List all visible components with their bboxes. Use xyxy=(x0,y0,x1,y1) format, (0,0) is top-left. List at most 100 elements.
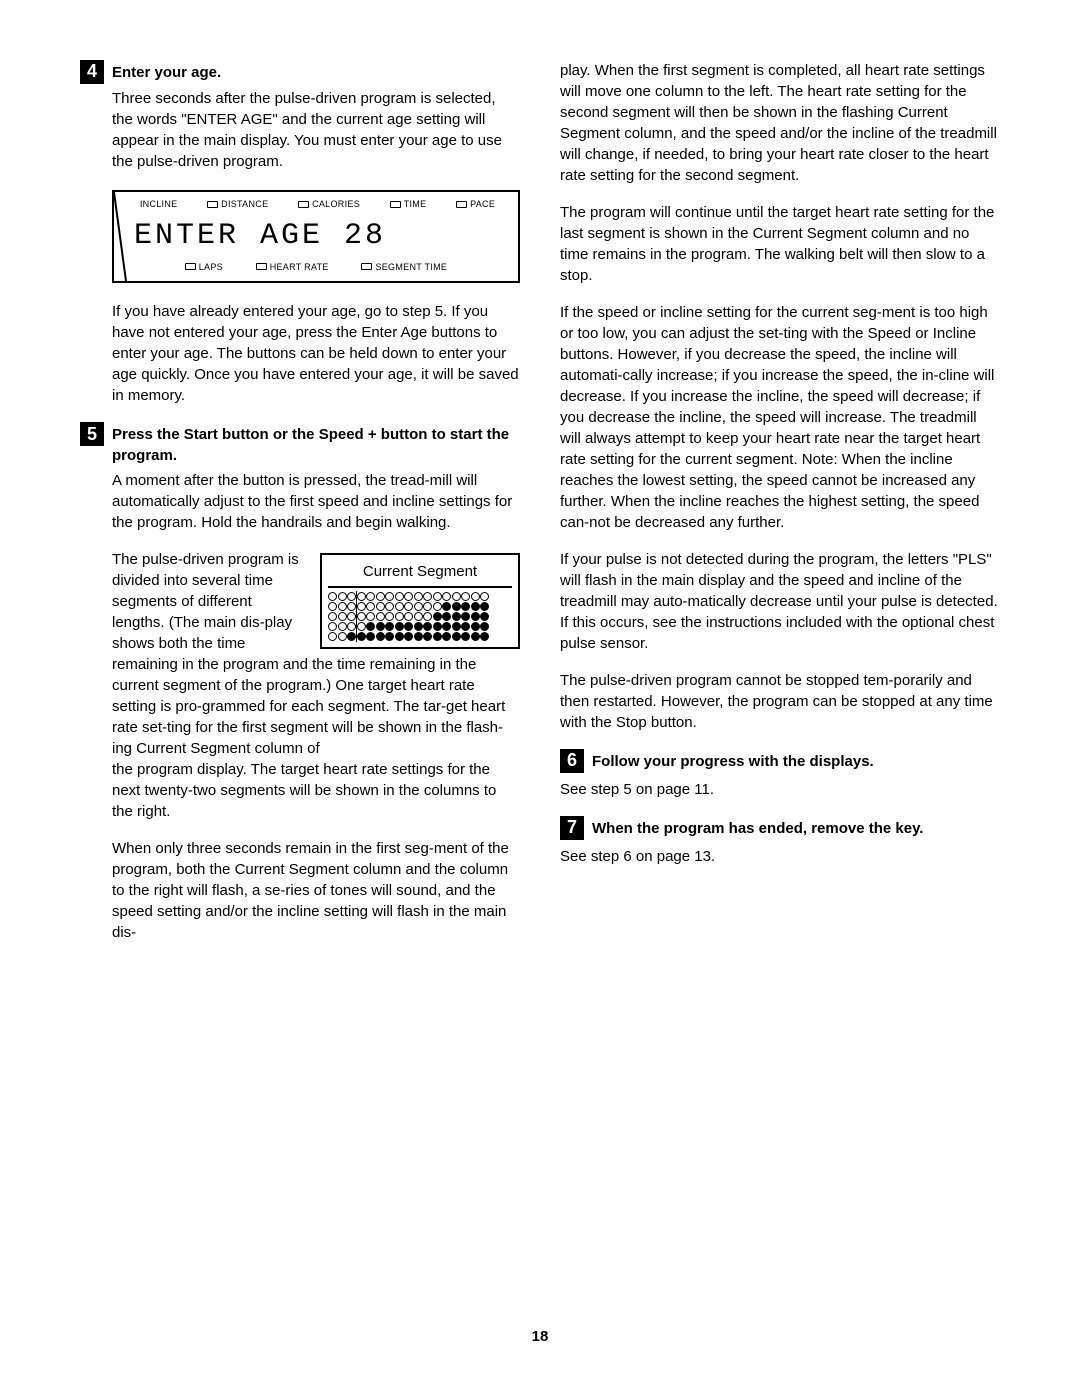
step-5-wrap-block: Current Segment The pulse-driven program… xyxy=(112,549,520,759)
step-7-title: When the program has ended, remove the k… xyxy=(592,816,923,839)
step-6-header: 6 Follow your progress with the displays… xyxy=(560,749,1000,773)
segment-dot-grid xyxy=(328,592,512,641)
lcd-bottom-row: LAPS HEART RATE SEGMENT TIME xyxy=(122,261,510,274)
segment-dot xyxy=(452,602,461,611)
segment-dot xyxy=(423,602,432,611)
segment-dot xyxy=(385,622,394,631)
page-columns: 4 Enter your age. Three seconds after th… xyxy=(80,60,1000,943)
step-4-p2: If you have already entered your age, go… xyxy=(112,301,520,406)
left-column: 4 Enter your age. Three seconds after th… xyxy=(80,60,520,943)
lcd-top-row: INCLINE DISTANCE CALORIES TIME PACE xyxy=(122,198,510,211)
segment-dot xyxy=(404,632,413,641)
segment-row xyxy=(328,622,512,631)
segment-dot xyxy=(480,632,489,641)
segment-dot xyxy=(461,622,470,631)
segment-dot xyxy=(480,622,489,631)
segment-dot xyxy=(338,592,347,601)
segment-row xyxy=(328,602,512,611)
segment-dot xyxy=(338,612,347,621)
segment-dot xyxy=(338,622,347,631)
lcd-label-segtime: SEGMENT TIME xyxy=(361,261,447,274)
segment-dot xyxy=(433,632,442,641)
segment-dot xyxy=(452,632,461,641)
segment-dot xyxy=(471,622,480,631)
segment-dot xyxy=(423,612,432,621)
step-number-4: 4 xyxy=(80,60,104,84)
segment-dot xyxy=(433,612,442,621)
segment-row xyxy=(328,632,512,641)
segment-dot xyxy=(347,602,356,611)
lcd-label-time: TIME xyxy=(390,198,427,211)
segment-dot xyxy=(366,622,375,631)
page-number: 18 xyxy=(532,1326,549,1347)
step-5-r3: If the speed or incline setting for the … xyxy=(560,302,1000,533)
segment-dot xyxy=(471,632,480,641)
segment-dot xyxy=(328,632,337,641)
step-4-content: Three seconds after the pulse-driven pro… xyxy=(112,88,520,406)
segment-dot xyxy=(442,612,451,621)
segment-dot xyxy=(452,592,461,601)
step-5-p2b: the program display. The target heart ra… xyxy=(112,759,520,822)
step-4-p1: Three seconds after the pulse-driven pro… xyxy=(112,88,520,172)
segment-row xyxy=(328,592,512,601)
lcd-main-text: ENTER AGE 28 xyxy=(122,211,510,261)
step-5-header: 5 Press the Start button or the Speed + … xyxy=(80,422,520,466)
segment-dot xyxy=(395,622,404,631)
segment-dot xyxy=(376,622,385,631)
segment-display-title: Current Segment xyxy=(328,559,512,588)
segment-dot xyxy=(347,632,356,641)
segment-dot xyxy=(338,602,347,611)
lcd-label-laps: LAPS xyxy=(185,261,223,274)
segment-dot xyxy=(471,602,480,611)
step-7-p1: See step 6 on page 13. xyxy=(560,846,1000,867)
segment-dot xyxy=(404,622,413,631)
segment-dot xyxy=(357,622,366,631)
segment-dot xyxy=(395,612,404,621)
step-5-content: A moment after the button is pressed, th… xyxy=(112,470,520,943)
segment-dot xyxy=(366,612,375,621)
segment-dot xyxy=(452,622,461,631)
segment-dot xyxy=(366,592,375,601)
segment-dot xyxy=(357,592,366,601)
segment-dot xyxy=(414,622,423,631)
segment-dot xyxy=(328,622,337,631)
segment-dot xyxy=(404,602,413,611)
segment-dot xyxy=(461,632,470,641)
segment-dot xyxy=(480,612,489,621)
segment-dot xyxy=(414,612,423,621)
segment-dot xyxy=(433,622,442,631)
lcd-display-diagram: INCLINE DISTANCE CALORIES TIME PACE ENTE… xyxy=(112,190,520,283)
segment-dot xyxy=(366,632,375,641)
step-5-r2: The program will continue until the targ… xyxy=(560,202,1000,286)
lcd-label-pace: PACE xyxy=(456,198,495,211)
segment-dot xyxy=(480,592,489,601)
segment-dot xyxy=(357,612,366,621)
segment-display-diagram: Current Segment xyxy=(320,553,520,649)
segment-dot xyxy=(376,602,385,611)
segment-dot xyxy=(347,592,356,601)
lcd-label-distance: DISTANCE xyxy=(207,198,268,211)
segment-dot xyxy=(442,592,451,601)
segment-dot xyxy=(366,602,375,611)
segment-dot xyxy=(414,592,423,601)
segment-dot xyxy=(357,602,366,611)
step-5-r5: The pulse-driven program cannot be stopp… xyxy=(560,670,1000,733)
segment-dot xyxy=(347,622,356,631)
segment-row xyxy=(328,612,512,621)
segment-dot xyxy=(338,632,347,641)
lcd-label-incline: INCLINE xyxy=(137,198,178,211)
segment-dot xyxy=(385,602,394,611)
step-7-header: 7 When the program has ended, remove the… xyxy=(560,816,1000,840)
step-5-p3: When only three seconds remain in the fi… xyxy=(112,838,520,943)
segment-dot xyxy=(328,602,337,611)
segment-dot xyxy=(461,612,470,621)
step-5-r1: play. When the first segment is complete… xyxy=(560,60,1000,186)
right-column: play. When the first segment is complete… xyxy=(560,60,1000,943)
step-5-title: Press the Start button or the Speed + bu… xyxy=(112,422,520,466)
step-4-title: Enter your age. xyxy=(112,60,221,83)
segment-dot xyxy=(471,592,480,601)
segment-dot xyxy=(376,612,385,621)
segment-dot xyxy=(376,632,385,641)
step-5-r4: If your pulse is not detected during the… xyxy=(560,549,1000,654)
segment-dot xyxy=(433,602,442,611)
